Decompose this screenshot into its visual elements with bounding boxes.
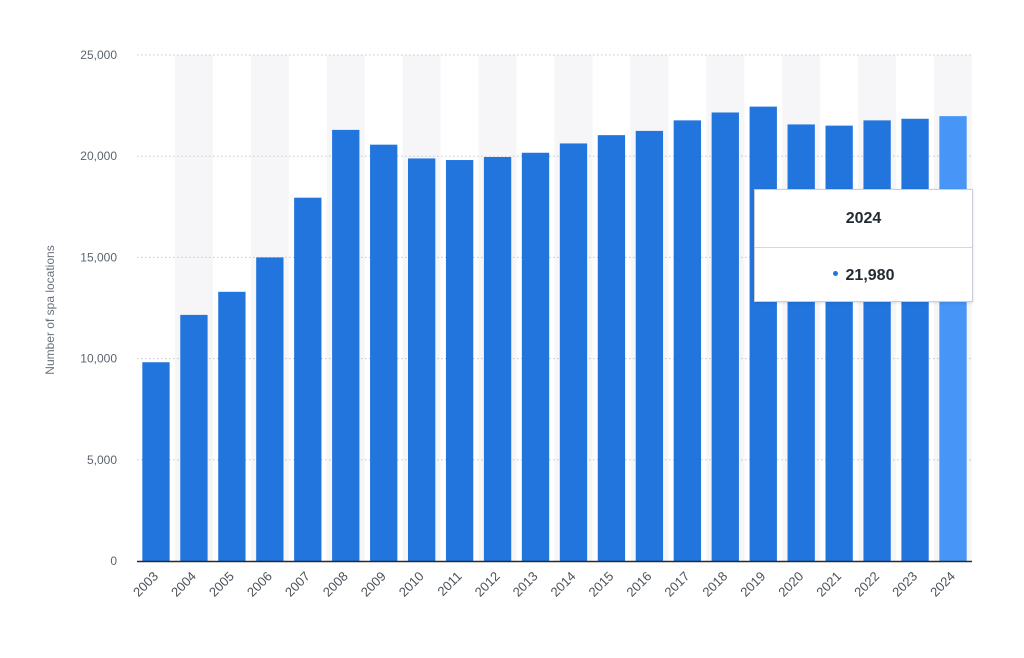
x-tick-label: 2016 (623, 569, 654, 600)
y-tick-label: 10,000 (80, 352, 117, 366)
x-tick-label: 2006 (244, 569, 275, 600)
bar-2010[interactable] (407, 158, 436, 562)
bar-2008[interactable] (332, 129, 360, 561)
y-tick-label: 0 (110, 554, 117, 568)
tooltip-title: 2024 (755, 190, 972, 248)
x-tick-label: 2008 (320, 569, 351, 600)
x-tick-label: 2022 (851, 569, 882, 600)
bar-2022[interactable] (863, 120, 891, 562)
x-tick-label: 2003 (130, 569, 161, 600)
x-tick-label: 2004 (168, 569, 199, 600)
bar-2017[interactable] (673, 120, 702, 562)
x-tick-label: 2023 (889, 569, 920, 600)
bar-2012[interactable] (483, 157, 512, 562)
bar-2007[interactable] (294, 197, 322, 561)
gridlines (137, 54, 972, 461)
y-tick-label: 5,000 (87, 453, 117, 467)
bar-2023[interactable] (901, 118, 929, 562)
x-tick-label: 2021 (813, 569, 844, 600)
y-axis-title: Number of spa locations (43, 245, 57, 374)
series-dot-icon (832, 271, 838, 277)
y-tick-label: 25,000 (80, 48, 117, 62)
bar-2013[interactable] (521, 152, 550, 561)
bar-2009[interactable] (370, 144, 398, 561)
y-axis-ticks: 0 5,000 10,000 15,000 20,000 25,000 (80, 48, 117, 568)
x-tick-label: 2012 (472, 569, 503, 600)
x-tick-label: 2020 (775, 569, 806, 600)
x-tick-label: 2013 (510, 569, 541, 600)
y-tick-label: 20,000 (80, 149, 117, 163)
x-tick-label: 2011 (434, 569, 464, 599)
bar-2018[interactable] (711, 112, 739, 561)
x-tick-label: 2019 (737, 569, 768, 600)
x-tick-label: 2018 (699, 569, 730, 600)
bar-2019[interactable] (749, 106, 777, 561)
x-tick-label: 2009 (358, 569, 389, 600)
x-tick-label: 2015 (585, 569, 616, 600)
x-tick-label: 2005 (206, 569, 237, 600)
x-tick-label: 2007 (282, 569, 313, 600)
bar-2005[interactable] (218, 291, 246, 561)
bar-2003[interactable] (142, 362, 170, 561)
x-tick-label: 2017 (661, 569, 692, 600)
bar-2014[interactable] (559, 143, 588, 562)
x-tick-label: 2010 (396, 569, 427, 600)
tooltip-body: 21,980 (755, 248, 972, 303)
bar-2011[interactable] (445, 160, 474, 561)
bar-2016[interactable] (635, 130, 664, 561)
y-tick-label: 15,000 (80, 250, 117, 264)
x-tick-label: 2024 (927, 569, 958, 600)
bar-2006[interactable] (256, 257, 284, 561)
value-tooltip: 2024 21,980 (754, 189, 973, 302)
x-tick-label: 2014 (548, 569, 579, 600)
bar-2024[interactable] (939, 116, 967, 561)
bar-2004[interactable] (180, 314, 208, 561)
x-axis-ticks: 2003 2004 2005 2006 2007 2008 2009 2010 2011 2012… (130, 569, 958, 600)
tooltip-value: 21,980 (845, 267, 895, 284)
bar-2015[interactable] (597, 135, 626, 562)
